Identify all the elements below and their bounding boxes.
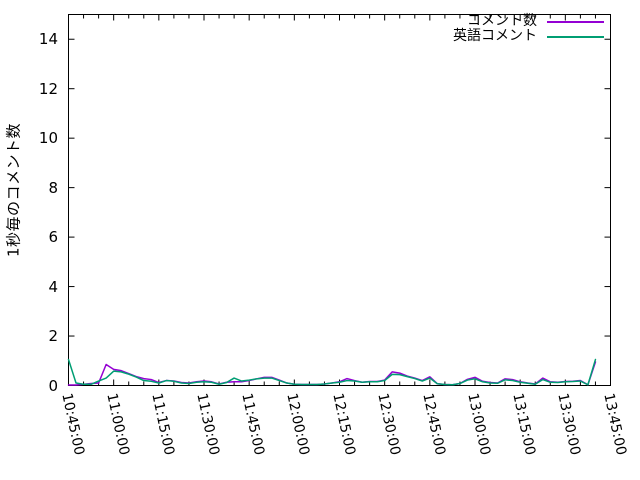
y-tick-label: 6 [48, 228, 58, 247]
legend-entry-comments: コメント数 [453, 14, 604, 29]
y-tick-label: 12 [38, 79, 58, 98]
legend-line-english-icon [547, 35, 604, 38]
y-tick-label: 4 [48, 277, 58, 296]
y-tick-label: 0 [48, 376, 58, 395]
y-tick-label: 2 [48, 327, 58, 346]
series-line-english [67, 358, 597, 386]
legend-entry-english: 英語コメント [453, 29, 604, 44]
y-tick-label: 10 [38, 129, 58, 148]
legend-line-comments-icon [547, 20, 604, 23]
legend-label-comments: コメント数 [467, 13, 537, 29]
legend-label-english: 英語コメント [453, 28, 537, 44]
y-tick-label: 8 [48, 178, 58, 197]
plot-border [68, 14, 611, 386]
y-tick-label: 14 [38, 30, 58, 49]
legend: コメント数 英語コメント [453, 14, 604, 44]
